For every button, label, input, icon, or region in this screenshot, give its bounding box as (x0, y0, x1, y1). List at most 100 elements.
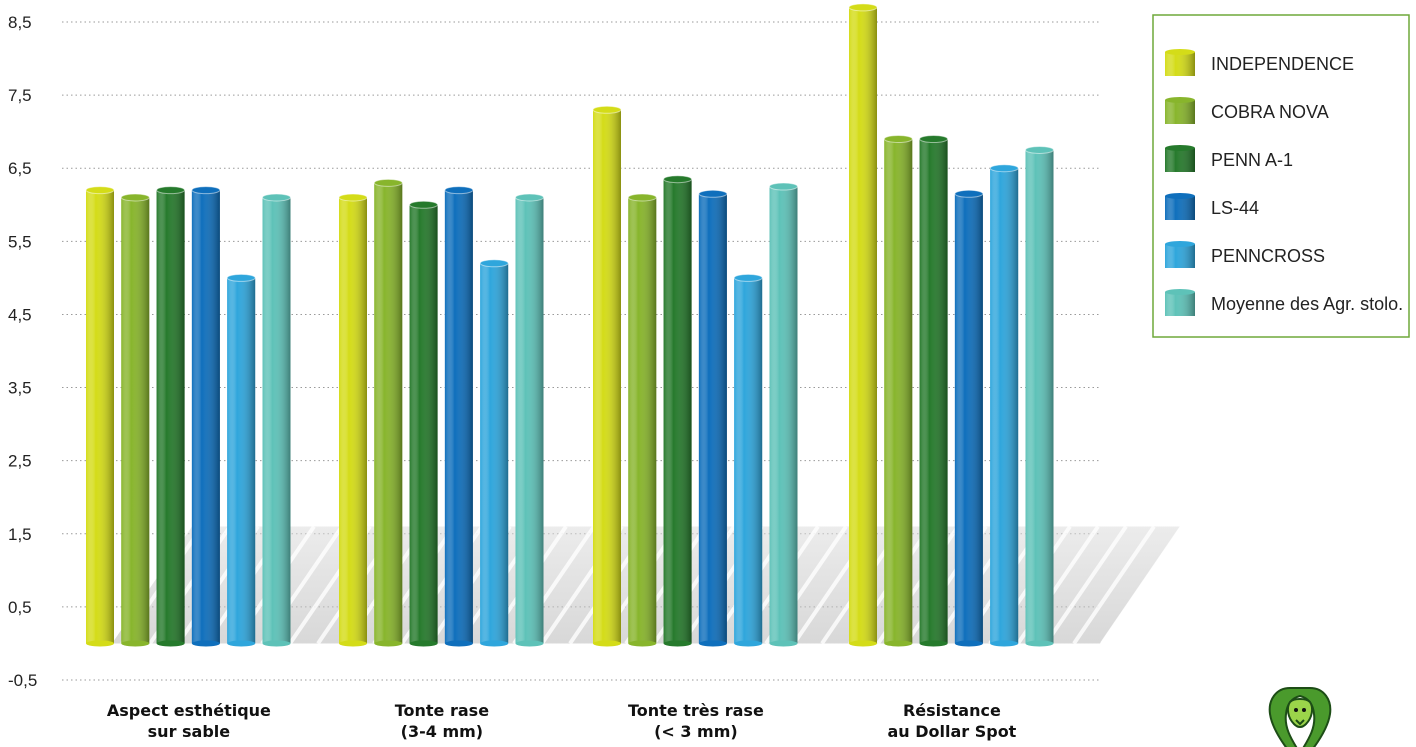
legend-item: PENN A-1 (1165, 145, 1293, 172)
bar-cap (698, 189, 728, 198)
bar-shading (919, 138, 948, 644)
bar-cap (848, 3, 878, 12)
bar (663, 175, 693, 647)
bar-cap (769, 182, 798, 191)
bar-cap (120, 193, 150, 202)
y-tick-label: 4,5 (8, 305, 32, 324)
bar-cap (226, 273, 256, 282)
bar-shading (1025, 149, 1054, 644)
bar-shading (769, 186, 798, 644)
bar-cap (733, 273, 763, 282)
bar-cap (444, 186, 474, 195)
bar (226, 273, 256, 647)
legend-item: COBRA NOVA (1165, 97, 1329, 124)
legend-swatch-shading (1165, 52, 1195, 76)
bar-cap (592, 105, 622, 114)
legend-swatch-cap (1165, 241, 1195, 247)
legend-item: LS-44 (1165, 193, 1259, 220)
bar-base (849, 640, 877, 647)
bar-shading (339, 197, 367, 644)
y-tick-label: 5,5 (8, 232, 32, 251)
bar (156, 186, 186, 647)
floor-stripe (1044, 525, 1128, 645)
bar (627, 193, 657, 647)
bar (444, 186, 474, 647)
bar-shading (156, 190, 185, 644)
bar-shading (990, 168, 1019, 644)
bar-cap (627, 193, 657, 202)
bar-base (628, 640, 657, 647)
legend-label: PENN A-1 (1211, 150, 1293, 170)
floor-stripe (1128, 525, 1212, 645)
legend-swatch-cap (1165, 289, 1195, 295)
legend-swatch-cap (1165, 193, 1195, 199)
legend-box (1152, 14, 1410, 338)
bar-cap (156, 186, 186, 195)
x-category-label: au Dollar Spot (887, 722, 1016, 741)
y-tick-label: -0,5 (8, 671, 37, 690)
legend-swatch-cap (1165, 97, 1195, 103)
x-category-label: Tonte rase (395, 701, 489, 720)
bar-base (480, 640, 509, 647)
bar-cap (989, 164, 1019, 173)
bar-base (769, 640, 798, 647)
x-category-label: (< 3 mm) (654, 722, 738, 741)
bar (479, 259, 509, 647)
legend-swatch-shading (1165, 292, 1195, 316)
bar-shading (698, 193, 727, 644)
bar-cap (85, 186, 115, 195)
bar-shading (480, 263, 509, 644)
bar-base (1025, 640, 1054, 647)
bar-base (86, 640, 114, 647)
bar-shading (121, 197, 150, 644)
bar-base (734, 640, 763, 647)
bar-shading (409, 204, 438, 644)
bar-base (409, 640, 438, 647)
y-axis: 8,5 7,5 6,5 5,5 4,5 3,5 2,5 1,5 0,5 -0,5 (8, 13, 37, 690)
bar-base (262, 640, 291, 647)
legend-item: INDEPENDENCE (1165, 49, 1354, 76)
bar-shading (444, 190, 473, 644)
bar (733, 273, 763, 647)
bar-base (593, 640, 621, 647)
bar-shading (515, 197, 544, 644)
floor-stripe (1100, 525, 1184, 645)
bar-base (339, 640, 367, 647)
bar-shading (262, 197, 291, 644)
bar-base (954, 640, 983, 647)
bar (954, 189, 984, 647)
x-category-label: sur sable (148, 722, 231, 741)
y-tick-label: 7,5 (8, 86, 32, 105)
bar (592, 105, 622, 647)
x-category-label: Résistance (903, 701, 1001, 720)
bar-cap (409, 200, 439, 209)
bar-base (884, 640, 913, 647)
bar-cap (191, 186, 221, 195)
x-axis: Aspect esthétique sur sable Tonte rase (3-4… (107, 701, 1017, 741)
bar-shading (884, 138, 913, 644)
bar-shading (663, 179, 692, 644)
bar-cap (479, 259, 509, 268)
bar-shading (227, 277, 256, 644)
legend-label: INDEPENDENCE (1211, 54, 1354, 74)
floor-stripe (1156, 525, 1240, 645)
bar-base (191, 640, 220, 647)
bar (120, 193, 150, 647)
bar-base (698, 640, 727, 647)
legend-swatch-shading (1165, 148, 1195, 172)
bar (191, 186, 221, 647)
y-tick-label: 8,5 (8, 13, 32, 32)
bars (85, 3, 1054, 647)
bar-base (374, 640, 403, 647)
bar-cap (663, 175, 693, 184)
bar (698, 189, 728, 647)
y-tick-label: 3,5 (8, 379, 32, 398)
bar (85, 186, 115, 647)
bar-shading (191, 190, 220, 644)
x-category-label: Aspect esthétique (107, 701, 271, 720)
bar-cap (1025, 145, 1054, 154)
bar-cap (373, 178, 403, 187)
bar-cap (919, 134, 949, 143)
x-category-label: Tonte très rase (628, 701, 764, 720)
